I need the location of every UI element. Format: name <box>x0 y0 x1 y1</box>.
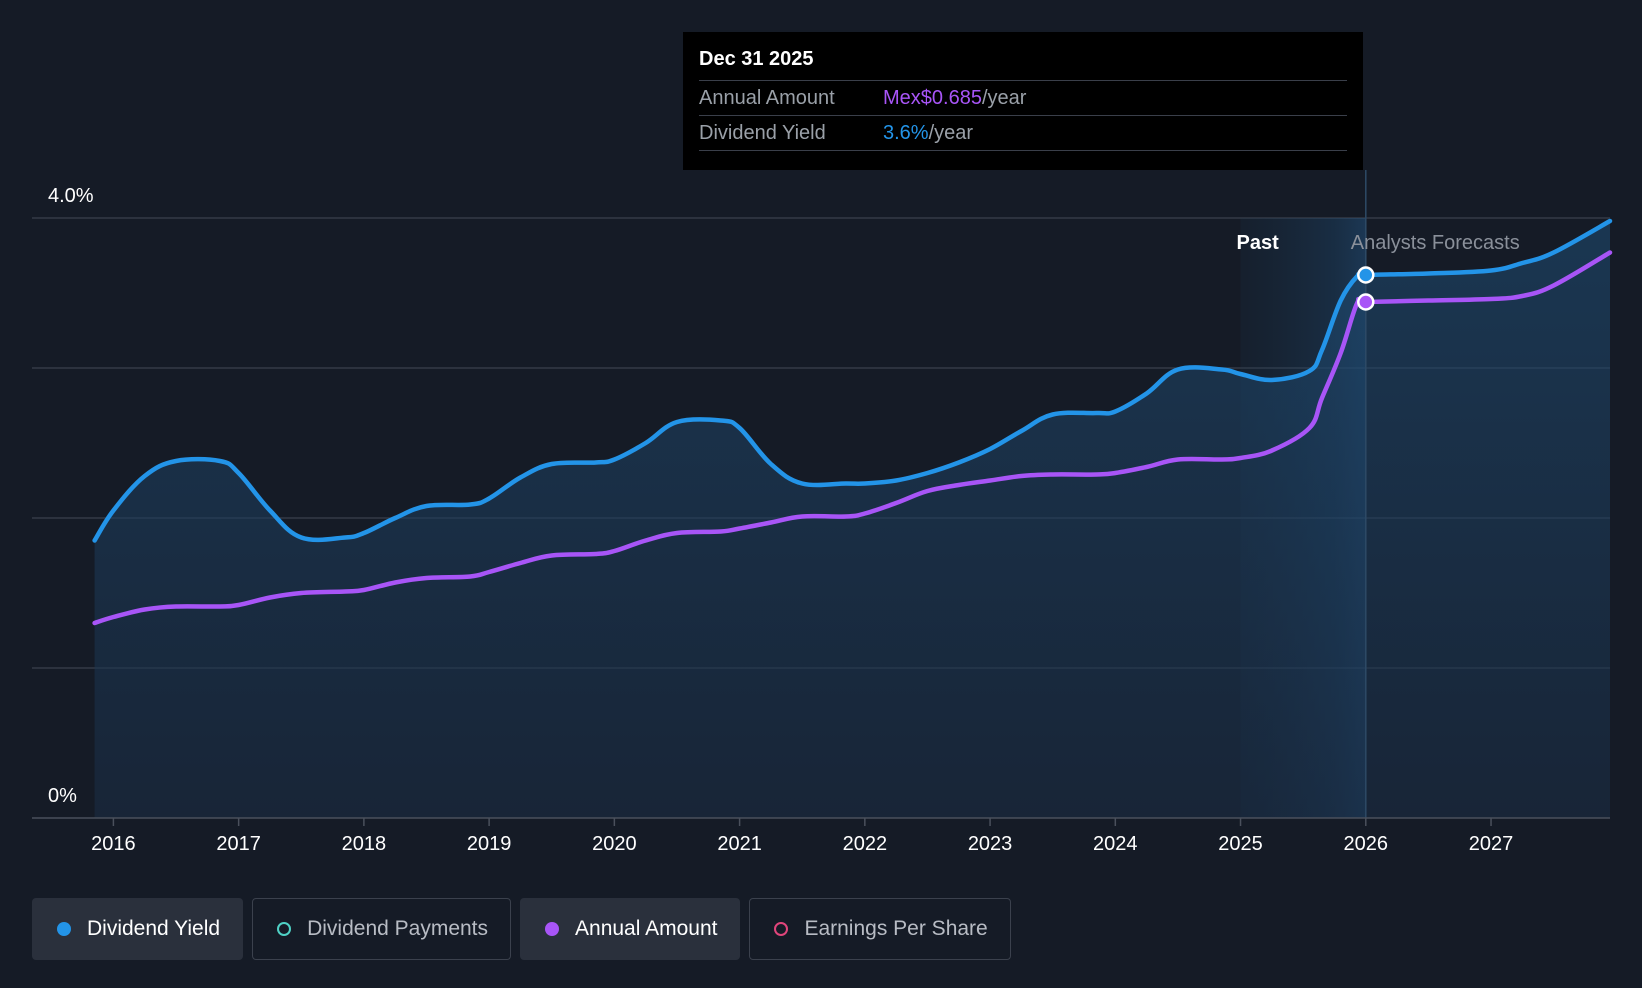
x-tick-label: 2022 <box>843 833 888 855</box>
dividend-yield-highlight-point <box>1357 266 1375 284</box>
annual-amount-dot-icon <box>545 922 560 936</box>
tooltip-value: Mex$0.685 <box>883 87 982 109</box>
dividend-yield-area <box>94 221 1611 818</box>
tooltip-value: 3.6% <box>883 122 929 144</box>
x-tick-label: 2020 <box>592 833 637 855</box>
y-tick-label: 0% <box>48 785 77 807</box>
tooltip-unit: /year <box>981 87 1027 109</box>
tooltip-row-annual-amount: Annual Amount Mex$0.685/year <box>699 81 1347 116</box>
area-layer <box>94 221 1611 818</box>
dividend-payments-circle-icon <box>277 922 292 936</box>
annual-amount-line <box>92 250 1613 626</box>
y-tick-label: 4.0% <box>48 185 94 207</box>
tooltip-label: Dividend Yield <box>699 122 826 144</box>
legend: Dividend Yield Dividend Payments Annual … <box>32 898 1020 960</box>
tooltip-label: Annual Amount <box>699 87 835 109</box>
x-tick-label: 2024 <box>1093 833 1138 855</box>
x-tick-label: 2017 <box>216 833 261 855</box>
x-tick-label: 2023 <box>968 833 1013 855</box>
x-tick-label: 2019 <box>467 833 512 855</box>
tooltip-row-dividend-yield: Dividend Yield 3.6%/year <box>699 116 1347 151</box>
analysts-forecasts-label: Analysts Forecasts <box>1351 232 1520 254</box>
tooltip-date: Dec 31 2025 <box>699 46 1347 81</box>
line-layer <box>92 218 1613 626</box>
legend-label: Annual Amount <box>575 917 718 940</box>
x-tick-label: 2018 <box>342 833 387 855</box>
x-tick-label: 2021 <box>717 833 762 855</box>
legend-label: Dividend Payments <box>307 917 489 940</box>
chart-tooltip: Dec 31 2025 Annual Amount Mex$0.685/year… <box>683 32 1363 170</box>
tooltip-unit: /year <box>928 122 974 144</box>
highlight-points <box>1357 266 1375 311</box>
legend-earnings-per-share-button[interactable]: Earnings Per Share <box>749 898 1011 960</box>
past-label: Past <box>1237 232 1280 254</box>
legend-annual-amount-button[interactable]: Annual Amount <box>520 898 741 960</box>
dividend-yield-dot-icon <box>57 922 71 936</box>
dividend-yield-line <box>92 218 1613 543</box>
legend-label: Dividend Yield <box>87 917 221 940</box>
annual-amount-highlight-point <box>1357 293 1375 311</box>
x-tick-label: 2016 <box>91 833 136 855</box>
x-tick-label: 2025 <box>1218 833 1263 855</box>
x-tick-label: 2026 <box>1344 833 1389 855</box>
legend-label: Earnings Per Share <box>804 917 988 940</box>
axis-labels: 2016 2017 2018 2019 2020 2021 2022 2023 2024 2025… <box>48 185 1513 855</box>
legend-dividend-payments-button[interactable]: Dividend Payments <box>252 898 512 960</box>
legend-dividend-yield-button[interactable]: Dividend Yield <box>32 898 244 960</box>
x-tick-label: 2027 <box>1469 833 1514 855</box>
earnings-per-share-circle-icon <box>774 922 789 936</box>
